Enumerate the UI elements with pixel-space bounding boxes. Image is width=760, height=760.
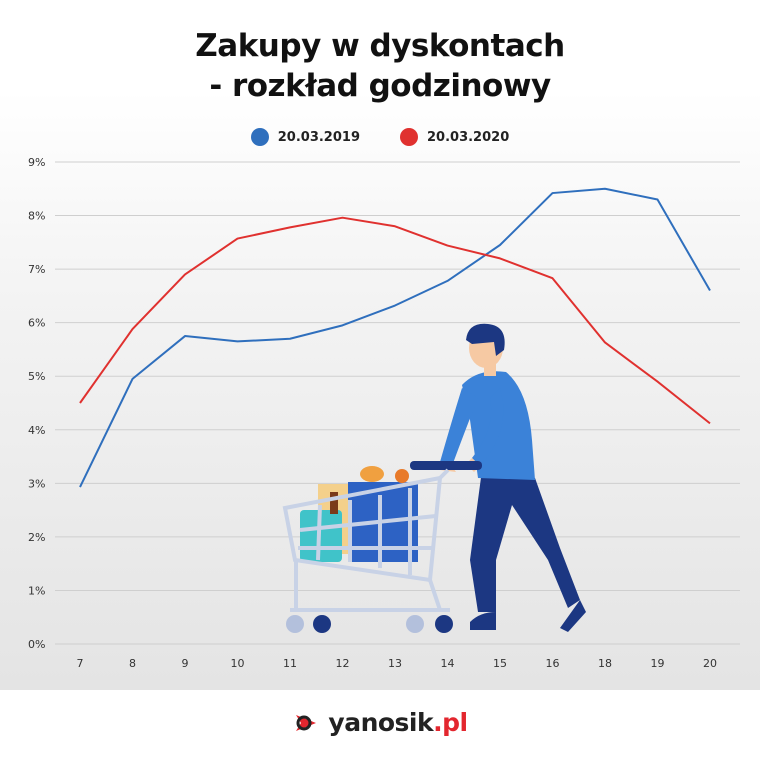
x-tick-label: 7 [77, 657, 84, 670]
x-tick-label: 18 [598, 657, 612, 670]
legend-swatch-2019 [250, 128, 269, 146]
x-tick-label: 15 [493, 657, 507, 670]
shopping-cart-man-illustration [282, 323, 586, 633]
legend-label-2019: 20.03.2019 [277, 129, 360, 145]
x-tick-label: 10 [231, 657, 245, 670]
legend-label-2020: 20.03.2020 [427, 129, 510, 145]
y-tick-label: 1% [28, 584, 45, 597]
y-tick-label: 8% [28, 210, 45, 223]
y-tick-label: 0% [28, 638, 45, 651]
legend: 20.03.2019 20.03.2020 [0, 128, 760, 146]
legend-swatch-2020 [400, 128, 418, 146]
y-tick-label: 5% [28, 370, 45, 383]
x-tick-label: 20 [703, 657, 717, 670]
brand-domain: .pl [433, 708, 468, 737]
chart-title: Zakupy w dyskontach - rozkład godzinowy [0, 26, 760, 106]
y-axis-labels: 0% 1% 2% 3% 4% 5% 6% 7% 8% 9% [28, 156, 45, 651]
yanosik-logo-icon [296, 714, 317, 731]
chart-grid [55, 161, 740, 645]
x-tick-label: 12 [336, 657, 350, 670]
chart-title-line-2: - rozkład godzinowy [209, 68, 551, 104]
x-tick-label: 19 [651, 657, 665, 670]
x-tick-label: 11 [283, 657, 297, 670]
x-tick-label: 16 [546, 657, 560, 670]
x-tick-label: 8 [129, 657, 136, 670]
brand-footer: yanosik.pl [0, 708, 760, 737]
chart-series [79, 187, 711, 488]
legend-item-2019: 20.03.2019 [250, 128, 360, 146]
brand-name-text: yanosik [328, 708, 434, 737]
x-tick-label: 9 [182, 657, 189, 670]
series-line-1 [79, 216, 711, 425]
line-chart: 0% 1% 2% 3% 4% 5% 6% 7% 8% 9% 7 8 9 10 11 12 13 14 15 16 18… [28, 156, 740, 670]
y-tick-label: 4% [28, 424, 45, 437]
series-line-0 [79, 187, 711, 488]
brand-name: yanosik.pl [328, 708, 468, 737]
y-tick-label: 9% [28, 156, 45, 169]
y-tick-label: 2% [28, 531, 45, 544]
x-tick-label: 14 [441, 657, 455, 670]
x-axis-labels: 7 8 9 10 11 12 13 14 15 16 18 19 20 [77, 657, 718, 670]
y-tick-label: 6% [28, 317, 45, 330]
y-tick-label: 7% [28, 263, 45, 276]
y-tick-label: 3% [28, 477, 45, 490]
x-tick-label: 13 [388, 657, 402, 670]
legend-item-2020: 20.03.2020 [400, 128, 509, 146]
chart-title-line-1: Zakupy w dyskontach [195, 28, 565, 64]
